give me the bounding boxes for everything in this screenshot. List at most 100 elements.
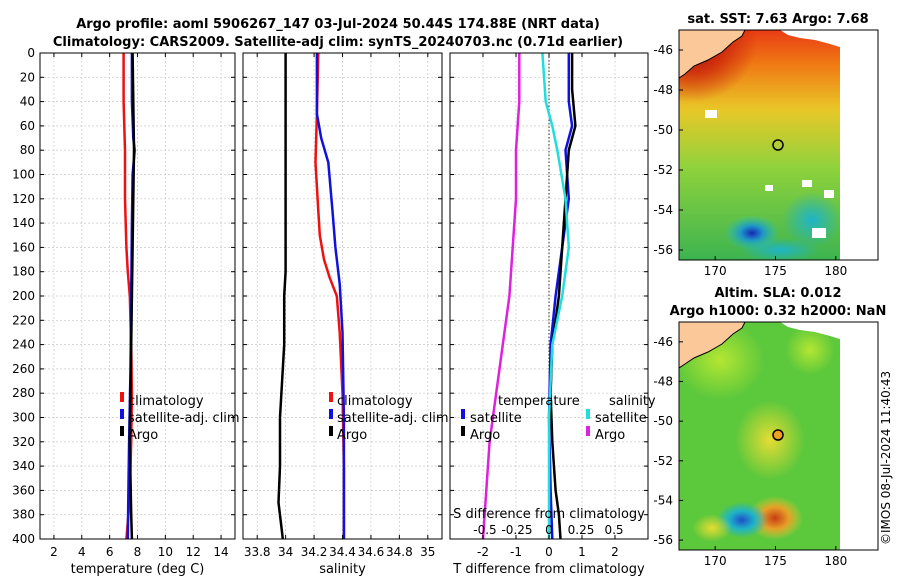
y-tick-label: 60 <box>20 119 35 133</box>
y-tick-label: 180 <box>12 265 35 279</box>
y-tick-label: 260 <box>12 362 35 376</box>
x2-tick-label: 0.5 <box>604 523 623 537</box>
figure-title-line2: Climatology: CARS2009. Satellite-adj cli… <box>53 35 623 50</box>
series-line-satellite-adj-clim <box>315 53 346 539</box>
series-line-s-satellite <box>541 52 571 539</box>
y-tick-label: 280 <box>12 386 35 400</box>
x-tick-label: -1 <box>510 545 522 559</box>
legend-entry: satellite <box>470 411 522 426</box>
sst-nodata-patch <box>765 185 773 191</box>
map-y-tick-label: -54 <box>653 493 673 507</box>
map-y-tick-label: -48 <box>653 83 673 97</box>
sla-map-title-line2: Argo h1000: 0.32 h2000: NaN <box>670 304 887 319</box>
legend-entry: climatology <box>337 394 413 409</box>
map-y-tick-label: -50 <box>653 123 673 137</box>
sst-cool-region-east <box>782 192 842 248</box>
y-tick-label: 220 <box>12 313 35 327</box>
x2-tick-label: 0 <box>545 523 553 537</box>
x-tick-label: 34 <box>278 545 293 559</box>
difference-profile-panel: -2 -1 0 1 2 T difference from climatology temp… <box>449 52 656 577</box>
sst-nodata-patch <box>802 180 812 187</box>
imos-watermark: ©IMOS 08-Jul-2024 11:40:43 <box>879 371 893 545</box>
y-tick-label: 140 <box>12 216 35 230</box>
legend-entry: Argo <box>595 428 625 443</box>
legend-entry: satellite <box>595 411 647 426</box>
x-tick-label: 14 <box>213 545 228 559</box>
y-tick-label: 100 <box>12 168 35 182</box>
x-tick-label: 1 <box>578 545 586 559</box>
sla-map-frame <box>678 321 879 551</box>
sst-nodata-patch <box>824 190 834 198</box>
y-tick-label: 200 <box>12 289 35 303</box>
map-y-tick-label: -56 <box>653 533 673 547</box>
map-x-tick-label: 170 <box>704 554 727 568</box>
y-tick-label: 0 <box>27 46 35 60</box>
y-tick-label: 80 <box>20 143 35 157</box>
sla-high-region <box>735 400 805 480</box>
map-x-tick-label: 180 <box>824 264 847 278</box>
sst-nodata-patch <box>812 228 826 238</box>
legend-title-temperature: temperature <box>498 394 580 409</box>
x-tick-label: 0 <box>545 545 553 559</box>
legend-entry: Argo <box>337 428 367 443</box>
map-y-tick-label: -54 <box>653 203 673 217</box>
sst-cool-region-south <box>740 238 820 260</box>
map-y-tick-label: -46 <box>653 43 673 57</box>
legend-entry: climatology <box>128 394 204 409</box>
sst-map-frame <box>678 29 879 261</box>
sla-map-title-line1: Altim. SLA: 0.012 <box>715 286 842 301</box>
y-tick-label: 340 <box>12 459 35 473</box>
map-y-tick-label: -46 <box>653 335 673 349</box>
legend-title-salinity: salinity <box>609 394 656 409</box>
series-line-argo <box>277 53 287 540</box>
map-y-tick-label: -56 <box>653 243 673 257</box>
x-tick-label: 12 <box>186 545 201 559</box>
legend-entry: satellite-adj. clim <box>337 411 449 426</box>
x-tick-label: 4 <box>78 545 86 559</box>
x2-axis-label: S difference from climatology <box>453 507 645 522</box>
y-tick-label: 240 <box>12 338 35 352</box>
sst-map-title: sat. SST: 7.63 Argo: 7.68 <box>687 12 868 27</box>
y-tick-label: 120 <box>12 192 35 206</box>
series-line-argo <box>128 52 136 540</box>
x-tick-label: -2 <box>477 545 489 559</box>
figure-title-line1: Argo profile: aoml 5906267_147 03-Jul-20… <box>76 17 600 32</box>
map-x-tick-label: 175 <box>764 554 787 568</box>
y-tick-label: 300 <box>12 411 35 425</box>
legend-entry: Argo <box>470 428 500 443</box>
legend-entry: Argo <box>128 428 158 443</box>
x-tick-label: 34.4 <box>329 545 356 559</box>
x-tick-label: 6 <box>106 545 114 559</box>
x2-tick-label: 0.25 <box>568 523 595 537</box>
land-new-zealand <box>679 30 746 79</box>
map-x-tick-label: 175 <box>764 264 787 278</box>
y-tick-label: 400 <box>12 532 35 546</box>
sla-high-region <box>785 325 835 375</box>
sla-nodata-east <box>840 322 843 550</box>
y-tick-label: 20 <box>20 70 35 84</box>
salinity-profile-panel: 33.8 34 34.2 34.4 34.6 34.8 35 salinity climatol… <box>242 52 449 577</box>
y-tick-label: 360 <box>12 483 35 497</box>
x-tick-label: 34.2 <box>301 545 328 559</box>
land-new-zealand <box>679 322 746 369</box>
sst-map-ticks: 170 175 180 -46 -48 -50 -52 -54 -56 <box>653 43 847 278</box>
map-y-tick-label: -52 <box>653 163 673 177</box>
sla-map-panel: Altim. SLA: 0.012 Argo h1000: 0.32 h2000… <box>653 286 886 568</box>
series-line-t-argo <box>549 53 577 540</box>
sst-argo-marker <box>772 139 784 151</box>
y-tick-label: 320 <box>12 435 35 449</box>
x-axis-label: temperature (deg C) <box>71 562 205 577</box>
sst-map-panel: sat. SST: 7.63 Argo: 7.68 170 175 180 -46 -4… <box>653 12 879 278</box>
sst-nodata-patch <box>705 110 717 118</box>
sla-argo-marker <box>772 429 784 441</box>
y-tick-label: 160 <box>12 240 35 254</box>
map-y-tick-label: -52 <box>653 454 673 468</box>
series-line-s-argo <box>481 53 521 540</box>
map-y-tick-label: -48 <box>653 374 673 388</box>
x-tick-label: 8 <box>134 545 142 559</box>
sst-nodata-east <box>840 30 843 260</box>
x-tick-label: 2 <box>611 545 619 559</box>
x-tick-label: 2 <box>50 545 58 559</box>
map-x-tick-label: 180 <box>824 554 847 568</box>
x-tick-label: 10 <box>158 545 173 559</box>
